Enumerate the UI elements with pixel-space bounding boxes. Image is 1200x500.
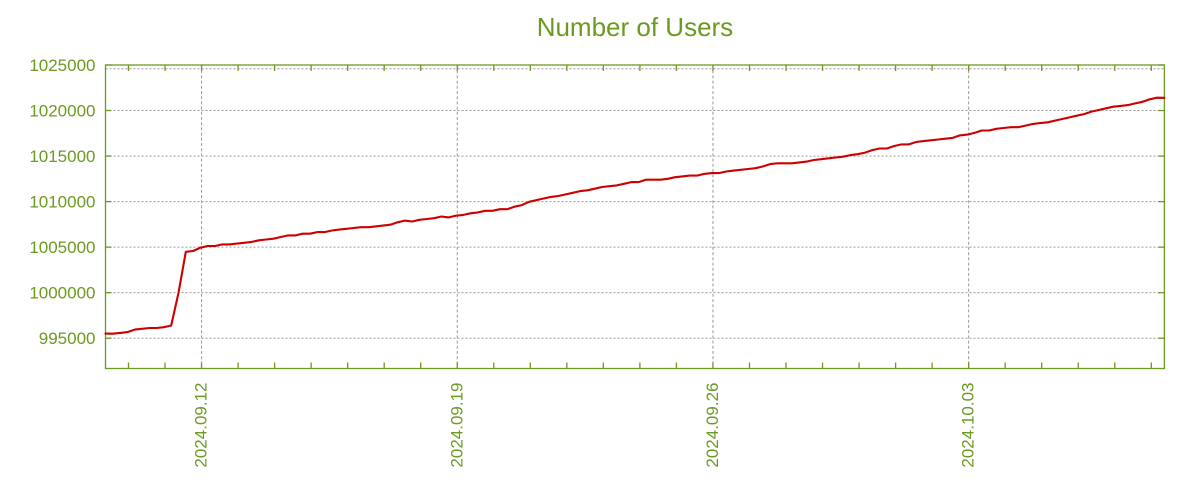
svg-text:1020000: 1020000 bbox=[29, 102, 95, 121]
svg-text:2024.09.19: 2024.09.19 bbox=[447, 383, 466, 468]
svg-text:2024.10.03: 2024.10.03 bbox=[959, 383, 978, 468]
svg-text:1005000: 1005000 bbox=[29, 238, 95, 257]
svg-text:2024.09.12: 2024.09.12 bbox=[192, 383, 211, 468]
svg-text:1025000: 1025000 bbox=[29, 56, 95, 75]
svg-text:2024.09.26: 2024.09.26 bbox=[703, 383, 722, 468]
svg-text:1015000: 1015000 bbox=[29, 147, 95, 166]
svg-text:1000000: 1000000 bbox=[29, 284, 95, 303]
svg-text:995000: 995000 bbox=[39, 329, 96, 348]
svg-text:1010000: 1010000 bbox=[29, 193, 95, 212]
